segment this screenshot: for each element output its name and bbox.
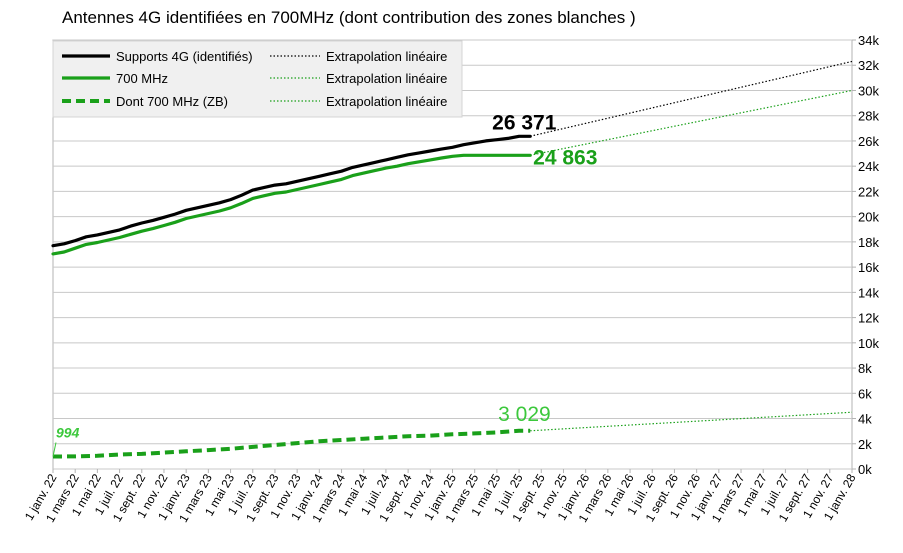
y-tick-label: 4k <box>858 412 872 427</box>
y-axis: 0k 2k 4k 6k 8k 10k 12k 14k 16k 18k 20k 22k 24k 26k 28k… <box>852 33 879 477</box>
y-tick-label: 2k <box>858 437 872 452</box>
x-axis: 1 janv. 221 mars 221 mai 221 juil. 221 s… <box>22 469 859 525</box>
y-tick-label: 0k <box>858 462 872 477</box>
legend-extrap-label-2: Extrapolation linéaire <box>326 71 447 86</box>
y-tick-label: 8k <box>858 361 872 376</box>
legend-label-3: Dont 700 MHz (ZB) <box>116 94 228 109</box>
series-line-1 <box>51 134 532 248</box>
extrapolation-line <box>530 60 853 137</box>
y-tick-label: 20k <box>858 210 879 225</box>
annotation-zb-value: 3 029 <box>498 403 551 426</box>
y-tick-label: 14k <box>858 285 879 300</box>
legend-extrap-label-3: Extrapolation linéaire <box>326 94 447 109</box>
legend-label-2: 700 MHz <box>116 71 168 86</box>
legend-label-1: Supports 4G (identifiés) <box>116 49 253 64</box>
extrapolation-lines <box>530 60 853 432</box>
chart-title: Antennes 4G identifiées en 700MHz (dont … <box>62 8 636 27</box>
y-tick-label: 34k <box>858 33 879 48</box>
series-line-2 <box>51 153 532 256</box>
y-tick-label: 32k <box>858 58 879 73</box>
y-tick-label: 28k <box>858 109 879 124</box>
y-tick-label: 24k <box>858 159 879 174</box>
legend-box <box>52 40 463 118</box>
annotations: 26 371 24 863 3 029 994 <box>56 111 597 440</box>
series-line-3 <box>52 428 531 459</box>
grid-lines <box>53 39 852 470</box>
extrapolation-line <box>530 89 853 156</box>
y-tick-label: 10k <box>858 336 879 351</box>
annotation-zb-start: 994 <box>56 424 80 440</box>
y-tick-label: 16k <box>858 260 879 275</box>
y-tick-label: 26k <box>858 134 879 149</box>
start-marker-line <box>52 442 57 457</box>
y-tick-label: 22k <box>858 184 879 199</box>
y-tick-label: 18k <box>858 235 879 250</box>
extrapolation-line <box>530 411 853 432</box>
y-tick-label: 12k <box>858 311 879 326</box>
series-lines <box>51 134 532 459</box>
annotation-supports-value: 26 371 <box>492 111 557 134</box>
annotation-700mhz-value: 24 863 <box>533 146 597 169</box>
legend-extrap-label-1: Extrapolation linéaire <box>326 49 447 64</box>
y-tick-label: 30k <box>858 83 879 98</box>
y-tick-label: 6k <box>858 386 872 401</box>
legend: Supports 4G (identifiés) 700 MHz Dont 700 … <box>52 40 463 118</box>
